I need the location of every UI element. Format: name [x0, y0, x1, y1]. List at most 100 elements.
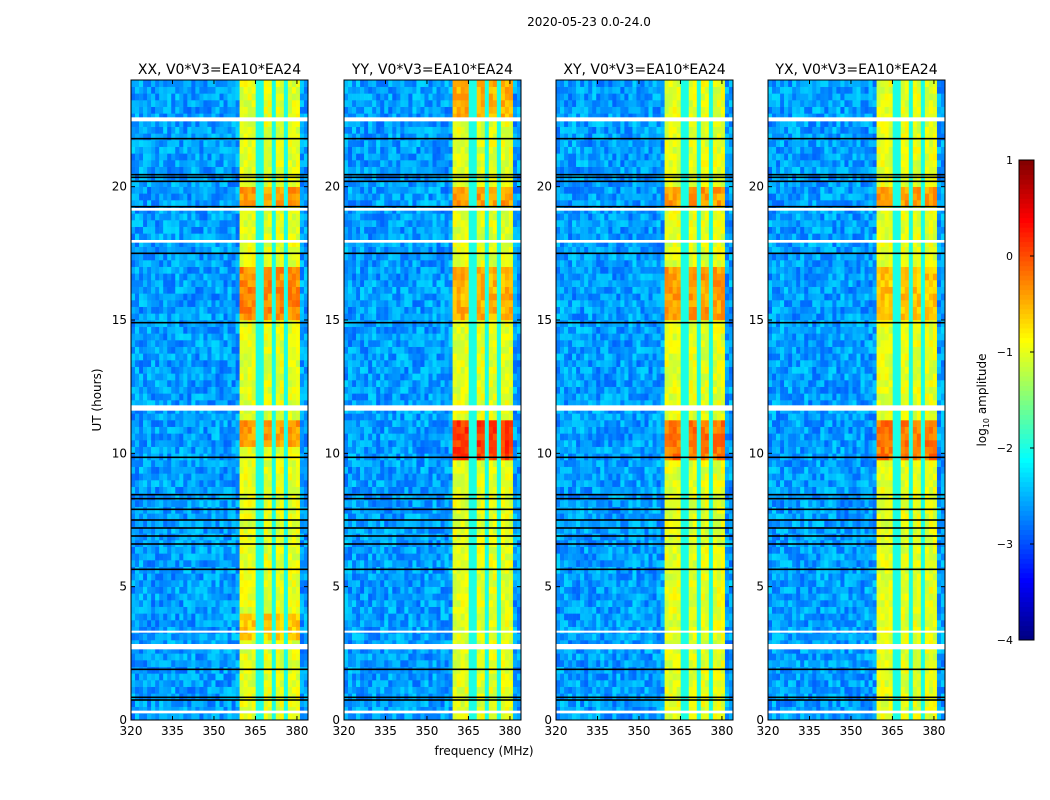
heatmap-cell [139, 180, 144, 187]
heatmap-cell [263, 260, 269, 267]
heatmap-cell [271, 320, 277, 327]
heatmap-cell [380, 680, 385, 687]
heatmap-cell [299, 600, 305, 607]
heatmap-cell [287, 213, 293, 221]
heatmap-cell [147, 233, 152, 241]
heatmap-cell [516, 626, 522, 634]
heatmap-cell [147, 606, 152, 614]
heatmap-cell [235, 486, 240, 494]
heatmap-cell [255, 686, 261, 694]
heatmap-cell [183, 706, 188, 714]
heatmap-cell [167, 246, 172, 254]
heatmap-cell [155, 466, 160, 474]
heatmap-cell [239, 673, 244, 681]
heatmap-cell [231, 113, 236, 121]
heatmap-cell [267, 233, 273, 241]
heatmap-cell [251, 246, 256, 254]
heatmap-cell [159, 240, 164, 247]
heatmap-cell [247, 413, 252, 421]
heatmap-cell [303, 313, 309, 321]
heatmap-cell [287, 520, 293, 527]
heatmap-cell [412, 633, 417, 641]
heatmap-cell [171, 606, 176, 614]
heatmap-cell [187, 533, 192, 541]
heatmap-cell [239, 220, 244, 227]
heatmap-cell [468, 633, 474, 641]
heatmap-cell [259, 526, 265, 534]
heatmap-cell [368, 633, 373, 641]
heatmap-cell [504, 633, 510, 641]
heatmap-cell [456, 706, 461, 714]
heatmap-cell [492, 626, 498, 634]
heatmap-cell [147, 106, 152, 114]
heatmap-cell [235, 533, 240, 541]
heatmap-cell [143, 566, 148, 574]
heatmap-cell [219, 666, 224, 674]
heatmap-cell [199, 473, 204, 481]
heatmap-cell [283, 193, 289, 201]
heatmap-cell [191, 380, 196, 387]
heatmap-cell [251, 620, 256, 627]
heatmap-cell [484, 626, 490, 634]
heatmap-cell [231, 426, 236, 434]
heatmap-cell [400, 633, 405, 641]
heatmap-cell [227, 700, 232, 707]
heatmap-cell [199, 80, 204, 87]
heatmap-cell [267, 113, 273, 121]
heatmap-cell [223, 306, 228, 314]
heatmap-cell [135, 240, 140, 247]
heatmap-cell [203, 273, 208, 281]
heatmap-cell [179, 513, 184, 521]
heatmap-cell [219, 393, 224, 401]
heatmap-cell [147, 366, 152, 374]
heatmap-cell [175, 620, 180, 627]
heatmap-cell [131, 193, 136, 201]
heatmap-cell [215, 346, 220, 354]
heatmap-cell [243, 386, 248, 394]
heatmap-cell [263, 633, 269, 641]
heatmap-cell [167, 146, 172, 154]
heatmap-cell [279, 273, 285, 281]
heatmap-cell [147, 320, 152, 327]
heatmap-cell [135, 346, 140, 354]
heatmap-cell [195, 180, 200, 187]
heatmap-cell [255, 113, 261, 121]
heatmap-cell [151, 446, 156, 454]
heatmap-cell [143, 86, 148, 94]
heatmap-cell [159, 600, 164, 607]
heatmap-cell [412, 620, 417, 627]
heatmap-cell [151, 640, 156, 647]
heatmap-cell [139, 560, 144, 567]
heatmap-cell [211, 366, 216, 374]
heatmap-cell [151, 106, 156, 114]
heatmap-cell [303, 160, 309, 167]
heatmap-cell [271, 466, 277, 474]
heatmap-cell [191, 646, 196, 654]
heatmap-cell [279, 286, 285, 294]
heatmap-cell [187, 126, 192, 134]
heatmap-cell [143, 433, 148, 441]
heatmap-cell [187, 460, 192, 467]
heatmap-cell [263, 300, 269, 307]
heatmap-cell [247, 640, 252, 647]
heatmap-cell [299, 666, 305, 674]
heatmap-cell [147, 186, 152, 194]
heatmap-cell [219, 100, 224, 107]
heatmap-cell [275, 606, 281, 614]
heatmap-cell [139, 680, 144, 687]
heatmap-cell [143, 233, 148, 241]
heatmap-cell [464, 640, 469, 647]
heatmap-cell [171, 426, 176, 434]
heatmap-cell [211, 286, 216, 294]
heatmap-cell [227, 533, 232, 541]
heatmap-cell [460, 713, 465, 721]
heatmap-cell [171, 166, 176, 174]
heatmap-cell [159, 246, 164, 254]
heatmap-cell [227, 433, 232, 441]
heatmap-cell [243, 273, 248, 281]
heatmap-cell [223, 653, 228, 661]
heatmap-cell [396, 686, 401, 694]
heatmap-cell [139, 486, 144, 494]
heatmap-cell [227, 353, 232, 361]
heatmap-cell [263, 333, 269, 341]
